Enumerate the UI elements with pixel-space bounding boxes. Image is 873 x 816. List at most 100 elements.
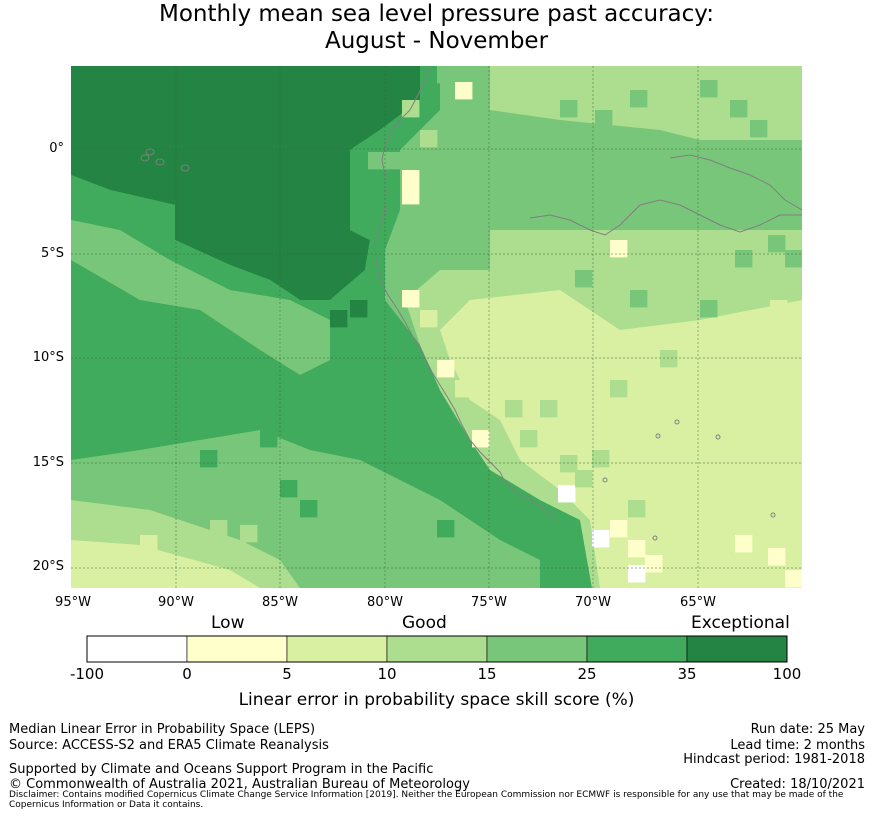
tick-label: 25 [577,665,597,683]
hindcast-period: Hindcast period: 1981-2018 [683,752,865,767]
grid-cell [610,240,628,258]
lon-label-90w: 90°W [158,595,194,610]
grid-cell [420,310,438,328]
lon-label-75w: 75°W [471,595,507,610]
grid-cell [402,187,420,205]
grid-cell [770,300,788,318]
lat-label-20s: 20°S [32,559,64,574]
skill-zone-7 [71,540,260,588]
island-outline [180,164,190,172]
grid-cell [592,530,610,548]
lake-outline [674,419,680,425]
tick-label: 5 [282,665,292,683]
grid-cell [280,480,298,498]
lon-label-95w: 95°W [55,595,91,610]
grid-cell [592,450,610,468]
grid-cell [750,120,768,138]
category-exceptional: Exceptional [691,613,790,633]
grid-cell [628,540,646,558]
grid-cell [437,360,455,378]
grid-cell [595,110,613,128]
lat-label-5s: 5°S [40,246,64,261]
grid-cell [628,565,646,583]
lead-time: Lead time: 2 months [730,738,865,753]
grid-cell [368,152,386,170]
grid-cell [768,235,786,253]
tick-label: 35 [677,665,697,683]
colorbar-segment [286,635,388,663]
grid-cell [700,300,718,318]
colorbar-frame [86,635,788,663]
grid-cell [645,555,663,573]
map-area [71,66,802,588]
island-outline [155,158,165,166]
lat-label-15s: 15°S [32,455,64,470]
colorbar-segment [386,635,488,663]
footer-method: Median Linear Error in Probability Space… [9,722,316,737]
grid-cell [200,450,218,468]
grid-cell [210,520,228,538]
grid-cell [730,100,748,118]
footer-copyright: © Commonwealth of Australia 2021, Austra… [9,777,470,792]
lat-label-0: 0° [49,141,64,156]
grid-cell [785,250,802,268]
colorbar-segment [586,635,688,663]
footer-support: Supported by Climate and Oceans Support … [9,762,434,777]
grid-cell [540,270,558,288]
grid-cell [350,430,368,448]
lon-label-70w: 70°W [575,595,611,610]
tick-label: 15 [477,665,497,683]
colorbar-segment [686,635,788,663]
grid-cell [437,520,455,538]
grid-cell [140,535,158,553]
lon-label-85w: 85°W [262,595,298,610]
disclaimer: Disclaimer: Contains modified Copernicus… [9,790,844,810]
grid-cell [575,270,593,288]
grid-cell [240,525,258,543]
grid-cell [630,290,648,308]
grid-cell [455,380,473,398]
grid-cell [472,430,490,448]
colorbar-segment [186,635,288,663]
tick-label: -100 [69,665,105,683]
chart-title-line-2: August - November [324,28,549,54]
grid-cell [300,500,318,518]
grid-cell [785,570,802,588]
category-low: Low [211,613,245,633]
grid-cell [330,310,348,328]
island-outline [140,154,150,162]
lat-label-10s: 10°S [32,350,64,365]
grid-cell [520,430,538,448]
colorbar [86,635,788,663]
grid-cell [660,350,678,368]
grid-cell [260,430,278,448]
lake-outline [652,535,658,541]
grid-cell [575,470,593,488]
grid-cell [455,82,473,100]
grid-cell [420,130,438,148]
grid-cell [735,250,753,268]
island-outline [145,148,155,156]
tick-label: 10 [377,665,397,683]
lake-outline [655,433,661,439]
grid-cell [630,90,648,108]
grid-cell [540,400,558,418]
created-date: Created: 18/10/2021 [730,777,865,792]
grid-cell [560,100,578,118]
coastline [374,66,556,521]
grid-cell [610,520,628,538]
colorbar-segment [486,635,588,663]
grid-cell [505,400,523,418]
grid-cell [420,66,438,84]
grid-cell [402,290,420,308]
grid-cell [560,455,578,473]
lake-outline [770,512,776,518]
lon-label-65w: 65°W [680,595,716,610]
tick-label: 0 [182,665,192,683]
grid-cell [700,80,718,98]
grid-cell [350,300,368,318]
run-date: Run date: 25 May [750,722,865,737]
river-line [529,199,802,236]
skill-zone-1 [71,66,420,300]
